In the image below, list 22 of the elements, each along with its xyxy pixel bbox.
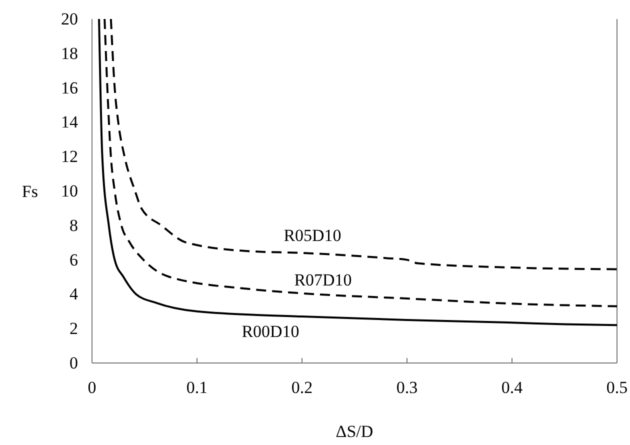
x-tick-label: 0 xyxy=(88,378,96,398)
y-tick-label: 18 xyxy=(61,44,78,63)
series-label: R07D10 xyxy=(294,270,352,290)
x-tick-label: 0.3 xyxy=(396,378,418,398)
y-tick-label: 8 xyxy=(70,216,78,235)
y-tick-label: 4 xyxy=(70,284,78,304)
y-tick-label: 2 xyxy=(70,319,78,338)
y-tick-label: 0 xyxy=(70,353,78,372)
x-tick-label: 0.2 xyxy=(291,378,313,398)
y-tick-label: 14 xyxy=(61,112,78,132)
x-tick-label: 0.5 xyxy=(606,378,628,398)
x-tick-label: 0.1 xyxy=(186,378,208,398)
x-axis-title: ΔS/D xyxy=(336,422,374,441)
y-tick-label: 16 xyxy=(61,78,78,98)
y-tick-label: 6 xyxy=(70,250,78,270)
y-axis-title: Fs xyxy=(22,182,38,201)
y-tick-label: 12 xyxy=(61,147,78,166)
series-label: R00D10 xyxy=(242,322,300,342)
y-tick-label: 10 xyxy=(61,181,78,200)
series-label: R05D10 xyxy=(284,226,342,245)
y-tick-label: 20 xyxy=(61,9,78,28)
x-tick-label: 0.4 xyxy=(501,378,524,398)
